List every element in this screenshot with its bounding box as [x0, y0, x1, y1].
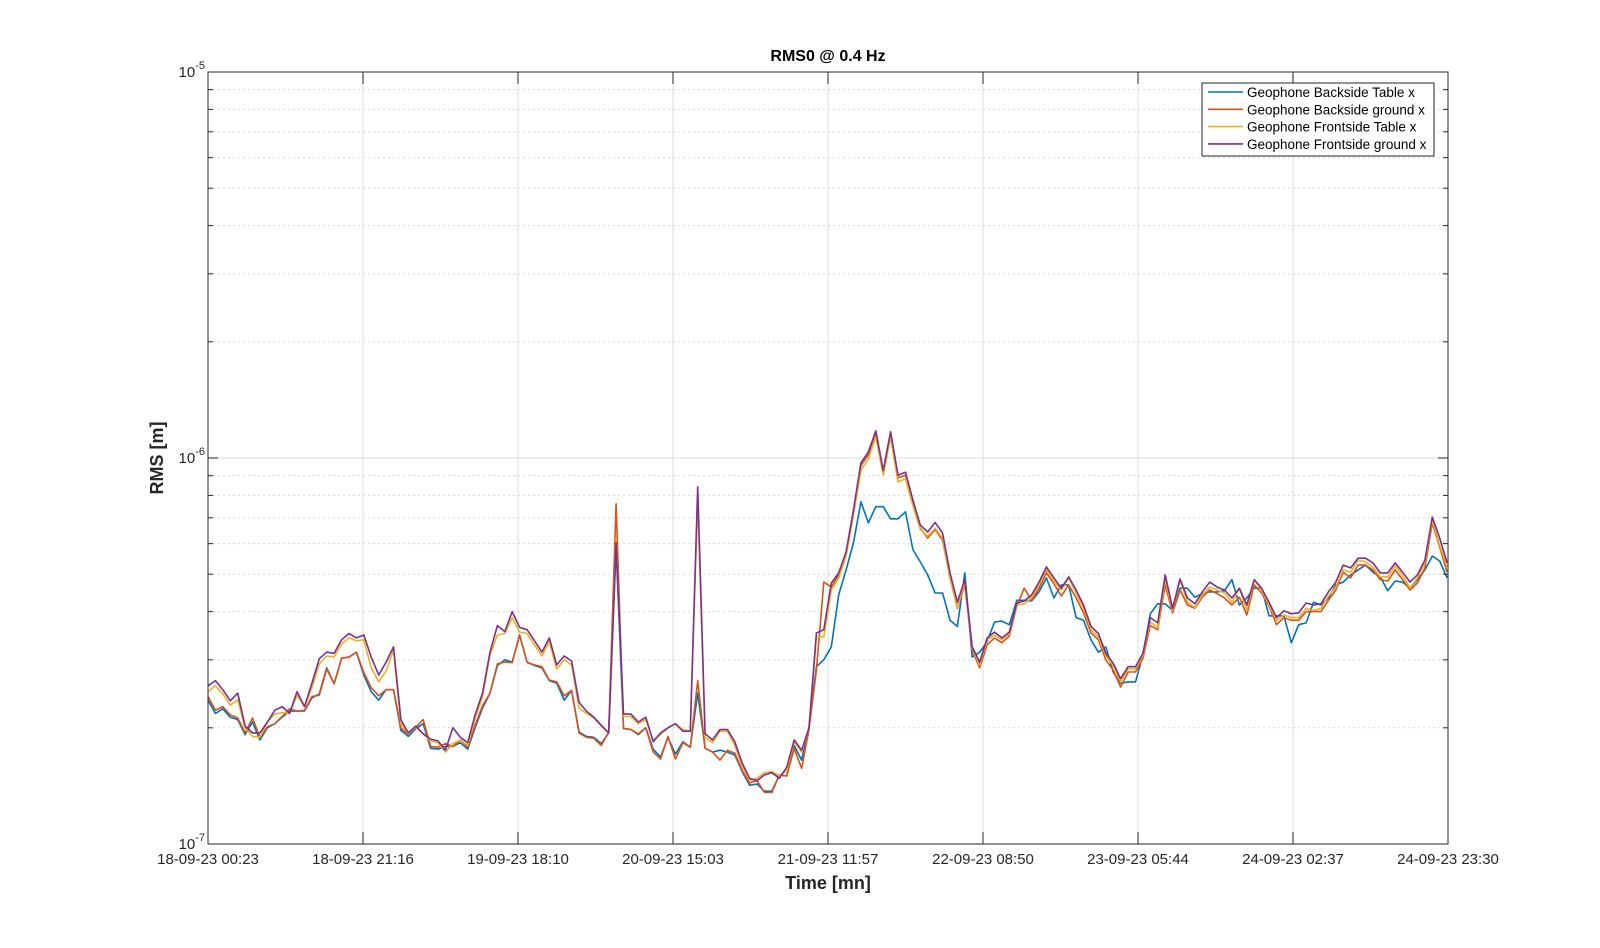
- y-tick-labels: 10-710-610-5: [179, 60, 205, 853]
- x-tick-labels: 18-09-23 00:23 18-09-23 21:16 19-09-23 18:…: [157, 851, 1499, 868]
- x-tick-label: 23-09-23 05:44: [1087, 851, 1189, 868]
- x-tick-label: 21-09-23 11:57: [778, 851, 879, 868]
- y-tick-label: 10-5: [179, 60, 205, 81]
- y-tick-base: 10: [179, 836, 196, 853]
- legend-label: Geophone Frontside ground x: [1247, 137, 1427, 152]
- legend-label: Geophone Backside Table x: [1247, 85, 1415, 100]
- x-tick-label: 19-09-23 18:10: [467, 851, 569, 868]
- chart-title: RMS0 @ 0.4 Hz: [770, 48, 885, 65]
- y-tick-exponent: -5: [195, 60, 205, 72]
- y-tick-base: 10: [179, 64, 196, 81]
- x-tick-label: 20-09-23 15:03: [622, 851, 724, 868]
- y-tick-base: 10: [179, 450, 196, 467]
- series-line-geophone-frontside-ground-x: [207, 429, 1448, 782]
- y-tick-label: 10-7: [179, 832, 205, 853]
- x-tick-label: 18-09-23 00:23: [157, 851, 259, 868]
- x-tick-label: 24-09-23 23:30: [1397, 851, 1499, 868]
- x-tick-label: 24-09-23 02:37: [1242, 851, 1344, 868]
- series-line-geophone-backside-table-x: [207, 500, 1448, 793]
- y-axis-title: RMS [m]: [147, 422, 167, 495]
- y-tick-label: 10-6: [179, 446, 205, 467]
- legend-label: Geophone Frontside Table x: [1247, 120, 1417, 135]
- legend: Geophone Backside Table x Geophone Backsi…: [1201, 82, 1435, 157]
- y-tick-exponent: -6: [195, 446, 205, 458]
- ticks: [207, 71, 1449, 845]
- x-tick-label: 22-09-23 08:50: [932, 851, 1034, 868]
- series-lines: [207, 429, 1448, 794]
- y-tick-exponent: -7: [195, 832, 205, 844]
- x-tick-label: 18-09-23 21:16: [312, 851, 414, 868]
- x-axis-title: Time [mn]: [785, 873, 871, 893]
- legend-label: Geophone Backside ground x: [1247, 102, 1425, 117]
